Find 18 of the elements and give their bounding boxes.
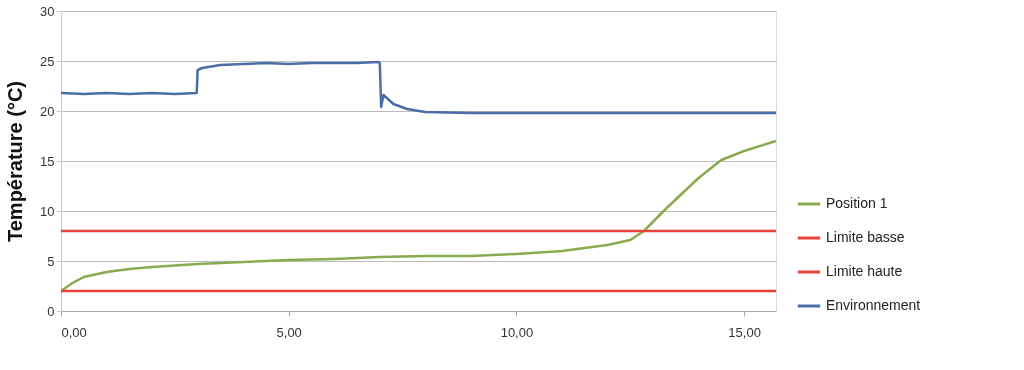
- x-tick-label: 0,00: [61, 324, 87, 340]
- y-tick-label: 15: [40, 153, 55, 169]
- x-tick-label: 10,00: [500, 324, 534, 340]
- y-tick-label: 30: [40, 3, 55, 19]
- y-axis-title: Température (°C): [4, 81, 27, 242]
- legend-label: Environnement: [826, 297, 921, 313]
- y-tick-label: 25: [40, 53, 55, 69]
- line-series: [61, 60, 776, 115]
- y-tick-label: 5: [47, 253, 55, 269]
- legend-label: Limite haute: [826, 263, 903, 279]
- legend-label: Limite basse: [826, 229, 905, 245]
- y-tick-label: 10: [40, 203, 55, 219]
- y-tick-label: 0: [47, 303, 55, 319]
- x-tick-label: 15,00: [728, 324, 761, 340]
- line-series: [61, 139, 776, 293]
- legend-label: Position 1: [826, 195, 888, 211]
- y-tick-label: 20: [40, 103, 55, 119]
- x-tick-label: 5,00: [276, 324, 302, 340]
